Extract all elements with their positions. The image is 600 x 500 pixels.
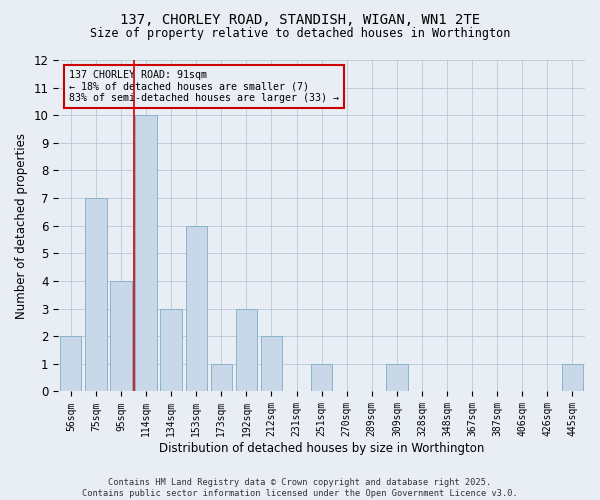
Text: 137, CHORLEY ROAD, STANDISH, WIGAN, WN1 2TE: 137, CHORLEY ROAD, STANDISH, WIGAN, WN1 … [120,12,480,26]
Bar [110,281,131,392]
Bar [236,308,257,392]
Bar [311,364,332,392]
Bar [386,364,407,392]
Bar [60,336,82,392]
Bar [85,198,107,392]
X-axis label: Distribution of detached houses by size in Worthington: Distribution of detached houses by size … [159,442,484,455]
Bar [160,308,182,392]
Bar [261,336,282,392]
Text: 137 CHORLEY ROAD: 91sqm
← 18% of detached houses are smaller (7)
83% of semi-det: 137 CHORLEY ROAD: 91sqm ← 18% of detache… [69,70,339,103]
Text: Size of property relative to detached houses in Worthington: Size of property relative to detached ho… [90,28,510,40]
Bar [185,226,207,392]
Bar [136,115,157,392]
Bar [562,364,583,392]
Bar [211,364,232,392]
Text: Contains HM Land Registry data © Crown copyright and database right 2025.
Contai: Contains HM Land Registry data © Crown c… [82,478,518,498]
Y-axis label: Number of detached properties: Number of detached properties [15,132,28,318]
